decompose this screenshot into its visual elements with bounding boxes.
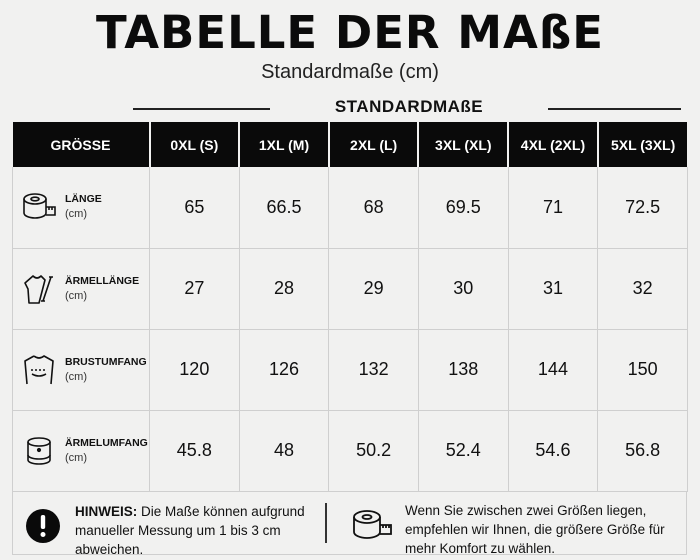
table-cell: 45.8 xyxy=(149,410,240,492)
table-cell: 29 xyxy=(328,248,419,330)
row-label: ÄRMELLÄNGE xyxy=(65,274,140,287)
section-divider-left xyxy=(133,108,270,110)
size-table: GRÖSSE 0XL (S) 1XL (M) 2XL (L) 3XL (XL) … xyxy=(12,122,688,492)
row-unit: (cm) xyxy=(65,370,87,383)
sleeve-cuff-icon xyxy=(27,436,51,465)
row-label: ÄRMELUMFANG xyxy=(65,436,148,449)
table-cell: 56.8 xyxy=(597,410,688,492)
column-header-4xl: 4XL (2XL) xyxy=(508,122,599,167)
row-unit: (cm) xyxy=(65,289,87,302)
table-cell: 54.6 xyxy=(508,410,599,492)
measuring-tape-icon xyxy=(353,510,392,539)
table-cell: 138 xyxy=(418,329,509,411)
page-title: TABELLE DER MAßE xyxy=(96,6,604,59)
advice-note: Wenn Sie zwischen zwei Größen liegen, em… xyxy=(351,501,685,558)
table-cell: 52.4 xyxy=(418,410,509,492)
table-cell: 69.5 xyxy=(418,167,509,249)
column-header-0xl: 0XL (S) xyxy=(149,122,241,167)
column-header-1xl: 1XL (M) xyxy=(239,122,330,167)
table-cell: 71 xyxy=(508,167,599,249)
row-header-brustumfang: BRUSTUMFANG (cm) xyxy=(12,329,150,411)
table-row-laenge: LÄNGE (cm) 65 66.5 68 69.5 71 72.5 xyxy=(12,167,688,249)
table-cell: 126 xyxy=(239,329,330,411)
table-cell: 32 xyxy=(597,248,688,330)
sleeve-length-icon xyxy=(24,274,53,304)
footer-divider xyxy=(325,503,327,543)
chest-icon xyxy=(24,354,54,384)
advice-text: Wenn Sie zwischen zwei Größen liegen, em… xyxy=(405,503,665,556)
hint-text: Die Maße können aufgrund manueller Messu… xyxy=(75,504,305,557)
table-cell: 30 xyxy=(418,248,509,330)
table-cell: 66.5 xyxy=(239,167,330,249)
row-unit: (cm) xyxy=(65,451,87,464)
notes-footer: HINWEIS: Die Maße können aufgrund manuel… xyxy=(12,491,687,558)
table-cell: 68 xyxy=(328,167,419,249)
table-row-aermelumfang: ÄRMELUMFANG (cm) 45.8 48 50.2 52.4 54.6 … xyxy=(12,410,688,492)
table-cell: 48 xyxy=(239,410,330,492)
row-unit: (cm) xyxy=(65,208,87,221)
table-cell: 27 xyxy=(149,248,240,330)
table-cell: 144 xyxy=(508,329,599,411)
exclamation-icon xyxy=(26,509,60,543)
column-header-2xl: 2XL (L) xyxy=(328,122,420,167)
hint-note: HINWEIS: Die Maße können aufgrund manuel… xyxy=(25,502,315,559)
table-cell: 132 xyxy=(328,329,419,411)
section-heading: STANDARDMAßE xyxy=(133,96,681,120)
table-cell: 65 xyxy=(149,167,240,249)
section-divider-right xyxy=(548,108,681,110)
column-header-size: GRÖSSE xyxy=(12,122,151,167)
row-header-laenge: LÄNGE (cm) xyxy=(12,167,150,249)
table-row-aermellaenge: ÄRMELLÄNGE (cm) 27 28 29 30 31 32 xyxy=(12,248,688,330)
row-label: LÄNGE xyxy=(65,193,102,206)
table-cell: 150 xyxy=(597,329,688,411)
measuring-tape-icon xyxy=(23,193,56,220)
hint-label: HINWEIS: xyxy=(75,504,138,519)
row-header-aermellaenge: ÄRMELLÄNGE (cm) xyxy=(12,248,150,330)
table-cell: 50.2 xyxy=(328,410,419,492)
column-header-3xl: 3XL (XL) xyxy=(418,122,510,167)
row-header-aermelumfang: ÄRMELUMFANG (cm) xyxy=(12,410,150,492)
row-label: BRUSTUMFANG xyxy=(65,355,147,368)
table-header-row: GRÖSSE 0XL (S) 1XL (M) 2XL (L) 3XL (XL) … xyxy=(12,122,688,167)
page-subtitle: Standardmaße (cm) xyxy=(261,61,439,83)
table-row-brustumfang: BRUSTUMFANG (cm) 120 126 132 138 144 150 xyxy=(12,329,688,411)
table-cell: 28 xyxy=(239,248,330,330)
table-cell: 31 xyxy=(508,248,599,330)
section-label: STANDARDMAßE xyxy=(334,97,484,116)
column-header-5xl: 5XL (3XL) xyxy=(597,122,688,167)
table-cell: 120 xyxy=(149,329,240,411)
table-cell: 72.5 xyxy=(597,167,688,249)
